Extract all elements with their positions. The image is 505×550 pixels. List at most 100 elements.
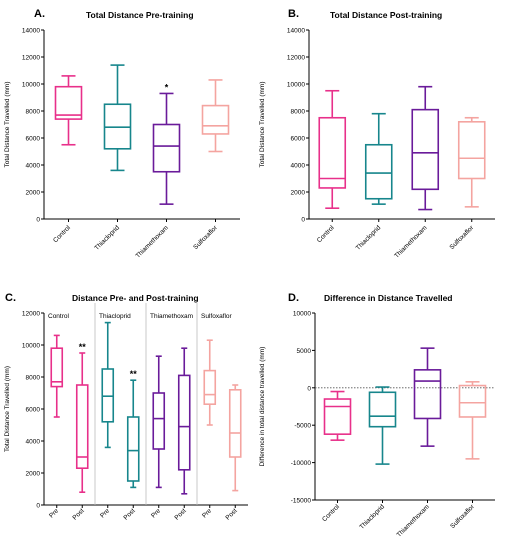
group-label: Thiacloprid bbox=[99, 313, 131, 320]
y-tick-label: 8000 bbox=[26, 375, 41, 382]
y-tick-label: 12000 bbox=[287, 55, 305, 62]
chart-title: Total Distance Post-training bbox=[330, 10, 443, 20]
x-tick-label: Control bbox=[321, 503, 341, 523]
group-label: Thiamethoxam bbox=[150, 313, 193, 320]
y-tick-label: 14000 bbox=[22, 28, 40, 35]
chart-c: 0 2000 4000 6000 8000 10000 12000 Total Distanc… bbox=[4, 303, 248, 522]
y-tick-label: 0 bbox=[307, 385, 311, 392]
x-tick-label: Thiamethoxam bbox=[396, 503, 431, 538]
y-tick-label: -15000 bbox=[291, 498, 312, 505]
y-tick-label: 10000 bbox=[22, 343, 40, 350]
panel-a: A. Total Distance Pre-training 0 2000 4000… bbox=[0, 0, 252, 275]
box-iqr bbox=[126, 416, 140, 482]
box-6 bbox=[203, 339, 217, 426]
group-label: Control bbox=[48, 313, 70, 320]
box-iqr bbox=[152, 123, 181, 173]
y-tick-label: 4000 bbox=[291, 163, 306, 170]
y-tick-label: 2000 bbox=[26, 190, 41, 197]
y-tick-label: 0 bbox=[301, 217, 305, 224]
x-tick-label: Pre bbox=[150, 507, 162, 519]
y-axis-title: Total Distance Travelled (mm) bbox=[259, 82, 266, 168]
box-1 bbox=[103, 64, 132, 172]
x-tick-label: Sulfoxaflor bbox=[449, 503, 476, 530]
box-iqr bbox=[228, 389, 242, 458]
x-tick-label: Pre bbox=[201, 507, 213, 519]
y-tick-label: 0 bbox=[36, 217, 40, 224]
y-tick-label: 6000 bbox=[26, 136, 41, 143]
box-iqr bbox=[318, 116, 347, 189]
y-tick-label: 12000 bbox=[22, 311, 40, 318]
box-3 bbox=[201, 79, 230, 153]
box-iqr bbox=[411, 108, 440, 191]
y-tick-label: 8000 bbox=[291, 109, 306, 116]
y-axis-title: Total Distance Travelled (mm) bbox=[4, 82, 11, 168]
panel-letter: C. bbox=[5, 292, 16, 304]
panel-letter: B. bbox=[288, 8, 299, 20]
box-iqr bbox=[458, 384, 487, 418]
x-tick-label: Thiacloprid bbox=[355, 224, 383, 252]
x-tick-label: Sulfoxaflor bbox=[192, 224, 219, 251]
box-iqr bbox=[457, 121, 486, 180]
box-2 bbox=[101, 321, 115, 449]
box-0 bbox=[318, 89, 347, 209]
box-iqr bbox=[152, 392, 166, 450]
chart-title: Difference in Distance Travelled bbox=[324, 293, 453, 303]
box-iqr bbox=[364, 143, 393, 200]
y-tick-label: 2000 bbox=[26, 471, 41, 478]
y-tick-label: -10000 bbox=[291, 460, 312, 467]
x-tick-label: Post bbox=[72, 507, 86, 521]
y-tick-label: 10000 bbox=[22, 82, 40, 89]
y-tick-label: 6000 bbox=[291, 136, 306, 143]
box-0 bbox=[323, 390, 352, 441]
box-2 bbox=[413, 347, 442, 447]
chart-title: Total Distance Pre-training bbox=[86, 10, 194, 20]
panel-c: C. Distance Pre- and Post-training 0 2000… bbox=[0, 275, 252, 550]
box-0 bbox=[50, 334, 64, 418]
chart-a: 0 2000 4000 6000 8000 10000 12000 14000 Total Di… bbox=[4, 28, 240, 260]
box-1 bbox=[75, 352, 89, 493]
y-tick-label: 10000 bbox=[293, 311, 311, 318]
box-1 bbox=[364, 112, 393, 205]
y-tick-label: 0 bbox=[36, 503, 40, 510]
chart-title: Distance Pre- and Post-training bbox=[72, 293, 199, 303]
box-7 bbox=[228, 384, 242, 492]
significance-label: * bbox=[165, 82, 169, 92]
box-iqr bbox=[323, 398, 352, 435]
significance-label: ** bbox=[130, 369, 138, 379]
x-tick-label: Post bbox=[225, 507, 239, 521]
y-tick-label: -5000 bbox=[294, 423, 311, 430]
panel-b: B. Total Distance Post-training 0 2000 400… bbox=[252, 0, 505, 275]
panel-d: D. Difference in Distance Travelled -150… bbox=[252, 275, 505, 550]
box-iqr bbox=[201, 104, 230, 135]
y-tick-label: 12000 bbox=[22, 55, 40, 62]
box-1 bbox=[368, 386, 397, 465]
box-2 bbox=[411, 85, 440, 211]
y-tick-label: 6000 bbox=[26, 407, 41, 414]
y-tick-label: 14000 bbox=[287, 28, 305, 35]
box-iqr bbox=[203, 369, 217, 405]
chart-d: -15000 -10000 -5000 0 5000 10000 Difference in… bbox=[259, 311, 495, 539]
x-tick-label: Pre bbox=[99, 507, 111, 519]
y-tick-label: 8000 bbox=[26, 109, 41, 116]
x-tick-label: Pre bbox=[48, 507, 60, 519]
x-tick-label: Thiacloprid bbox=[358, 503, 386, 531]
box-iqr bbox=[177, 374, 191, 471]
x-tick-label: Post bbox=[174, 507, 188, 521]
y-tick-label: 10000 bbox=[287, 82, 305, 89]
box-4 bbox=[152, 355, 166, 489]
box-iqr bbox=[368, 391, 397, 428]
y-axis-title: Total Distance Travelled (mm) bbox=[4, 366, 11, 452]
y-tick-label: 4000 bbox=[26, 163, 41, 170]
group-label: Sulfoxaflor bbox=[201, 313, 233, 320]
panel-letter: D. bbox=[288, 292, 299, 304]
y-tick-label: 4000 bbox=[26, 439, 41, 446]
box-2 bbox=[152, 92, 181, 205]
y-axis-title: Difference in total distance travelled (… bbox=[259, 347, 266, 467]
box-3 bbox=[126, 379, 140, 489]
box-iqr bbox=[54, 85, 83, 120]
chart-b: 0 2000 4000 6000 8000 10000 12000 14000 Total Di… bbox=[259, 28, 495, 260]
x-tick-label: Control bbox=[52, 224, 72, 244]
x-tick-label: Sulfoxaflor bbox=[448, 224, 475, 251]
x-tick-label: Thiamethoxam bbox=[393, 224, 428, 259]
box-3 bbox=[457, 116, 486, 208]
